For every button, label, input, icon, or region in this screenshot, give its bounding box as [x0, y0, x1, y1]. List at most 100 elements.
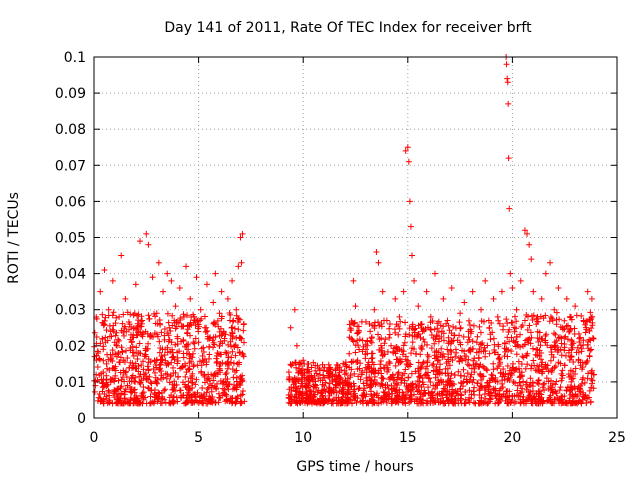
x-tick-label: 0: [90, 430, 99, 446]
data-point: [378, 345, 385, 352]
data-point: [289, 360, 296, 367]
data-point: [370, 391, 377, 398]
data-point: [234, 344, 241, 351]
data-point: [478, 341, 485, 348]
data-point: [203, 328, 210, 335]
data-point: [438, 328, 445, 335]
data-point: [391, 326, 398, 333]
data-point: [200, 349, 207, 356]
data-point: [316, 400, 323, 407]
data-point: [207, 380, 214, 387]
data-point: [360, 397, 367, 404]
data-point: [189, 354, 196, 361]
data-point: [297, 361, 304, 368]
data-point: [545, 378, 552, 385]
data-point: [521, 227, 528, 234]
data-point: [416, 388, 423, 395]
data-point: [579, 359, 586, 366]
data-point: [371, 306, 378, 313]
data-point: [110, 309, 117, 316]
data-point: [333, 375, 340, 382]
data-point: [218, 288, 225, 295]
data-point: [534, 313, 541, 320]
data-point: [565, 371, 572, 378]
data-point: [551, 306, 558, 313]
data-point: [189, 350, 196, 357]
data-point: [506, 326, 513, 333]
data-point: [346, 321, 353, 328]
data-point: [558, 335, 565, 342]
data-point: [217, 394, 224, 401]
data-point: [322, 397, 329, 404]
data-point: [536, 347, 543, 354]
data-point: [516, 379, 523, 386]
data-point: [450, 400, 457, 407]
data-point: [210, 299, 217, 306]
data-point: [229, 318, 236, 325]
data-point: [388, 400, 395, 407]
data-point: [497, 370, 504, 377]
data-point: [501, 340, 508, 347]
data-point: [203, 400, 210, 407]
data-point: [511, 328, 518, 335]
data-point: [378, 323, 385, 330]
data-point: [415, 303, 422, 310]
data-point: [383, 317, 390, 324]
data-point: [191, 340, 198, 347]
data-point: [146, 373, 153, 380]
data-point: [337, 375, 344, 382]
data-point: [429, 392, 436, 399]
data-point: [434, 332, 441, 339]
data-point: [395, 322, 402, 329]
data-point: [117, 369, 124, 376]
data-point: [548, 384, 555, 391]
data-point: [181, 400, 188, 407]
data-point: [161, 326, 168, 333]
data-point: [356, 385, 363, 392]
data-point: [156, 349, 163, 356]
data-point: [180, 336, 187, 343]
data-point: [508, 334, 515, 341]
data-point: [504, 400, 511, 407]
data-point: [392, 380, 399, 387]
data-point: [477, 371, 484, 378]
data-point: [167, 327, 174, 334]
data-point: [583, 359, 590, 366]
data-point: [210, 344, 217, 351]
data-point: [325, 361, 332, 368]
data-point: [322, 379, 329, 386]
data-point: [538, 295, 545, 302]
data-point: [311, 391, 318, 398]
data-point: [440, 295, 447, 302]
data-point: [186, 365, 193, 372]
data-point: [538, 356, 545, 363]
data-point: [575, 356, 582, 363]
data-point: [333, 389, 340, 396]
data-point: [517, 344, 524, 351]
data-point: [381, 393, 388, 400]
data-point: [176, 285, 183, 292]
data-point: [328, 388, 335, 395]
data-point: [442, 370, 449, 377]
data-point: [193, 376, 200, 383]
data-point: [395, 331, 402, 338]
data-point: [141, 371, 148, 378]
data-point: [406, 331, 413, 338]
data-point: [229, 366, 236, 373]
data-point: [154, 398, 161, 405]
data-point: [378, 396, 385, 403]
data-point: [138, 331, 145, 338]
data-point: [185, 346, 192, 353]
data-point: [93, 333, 100, 340]
data-point: [333, 400, 340, 407]
data-point: [507, 270, 514, 277]
data-point: [565, 328, 572, 335]
data-point: [176, 387, 183, 394]
data-point: [536, 335, 543, 342]
y-tick-label: 0.08: [55, 122, 86, 138]
data-point: [161, 352, 168, 359]
data-point: [513, 306, 520, 313]
data-point: [183, 263, 190, 270]
data-point: [106, 322, 113, 329]
data-point: [377, 361, 384, 368]
